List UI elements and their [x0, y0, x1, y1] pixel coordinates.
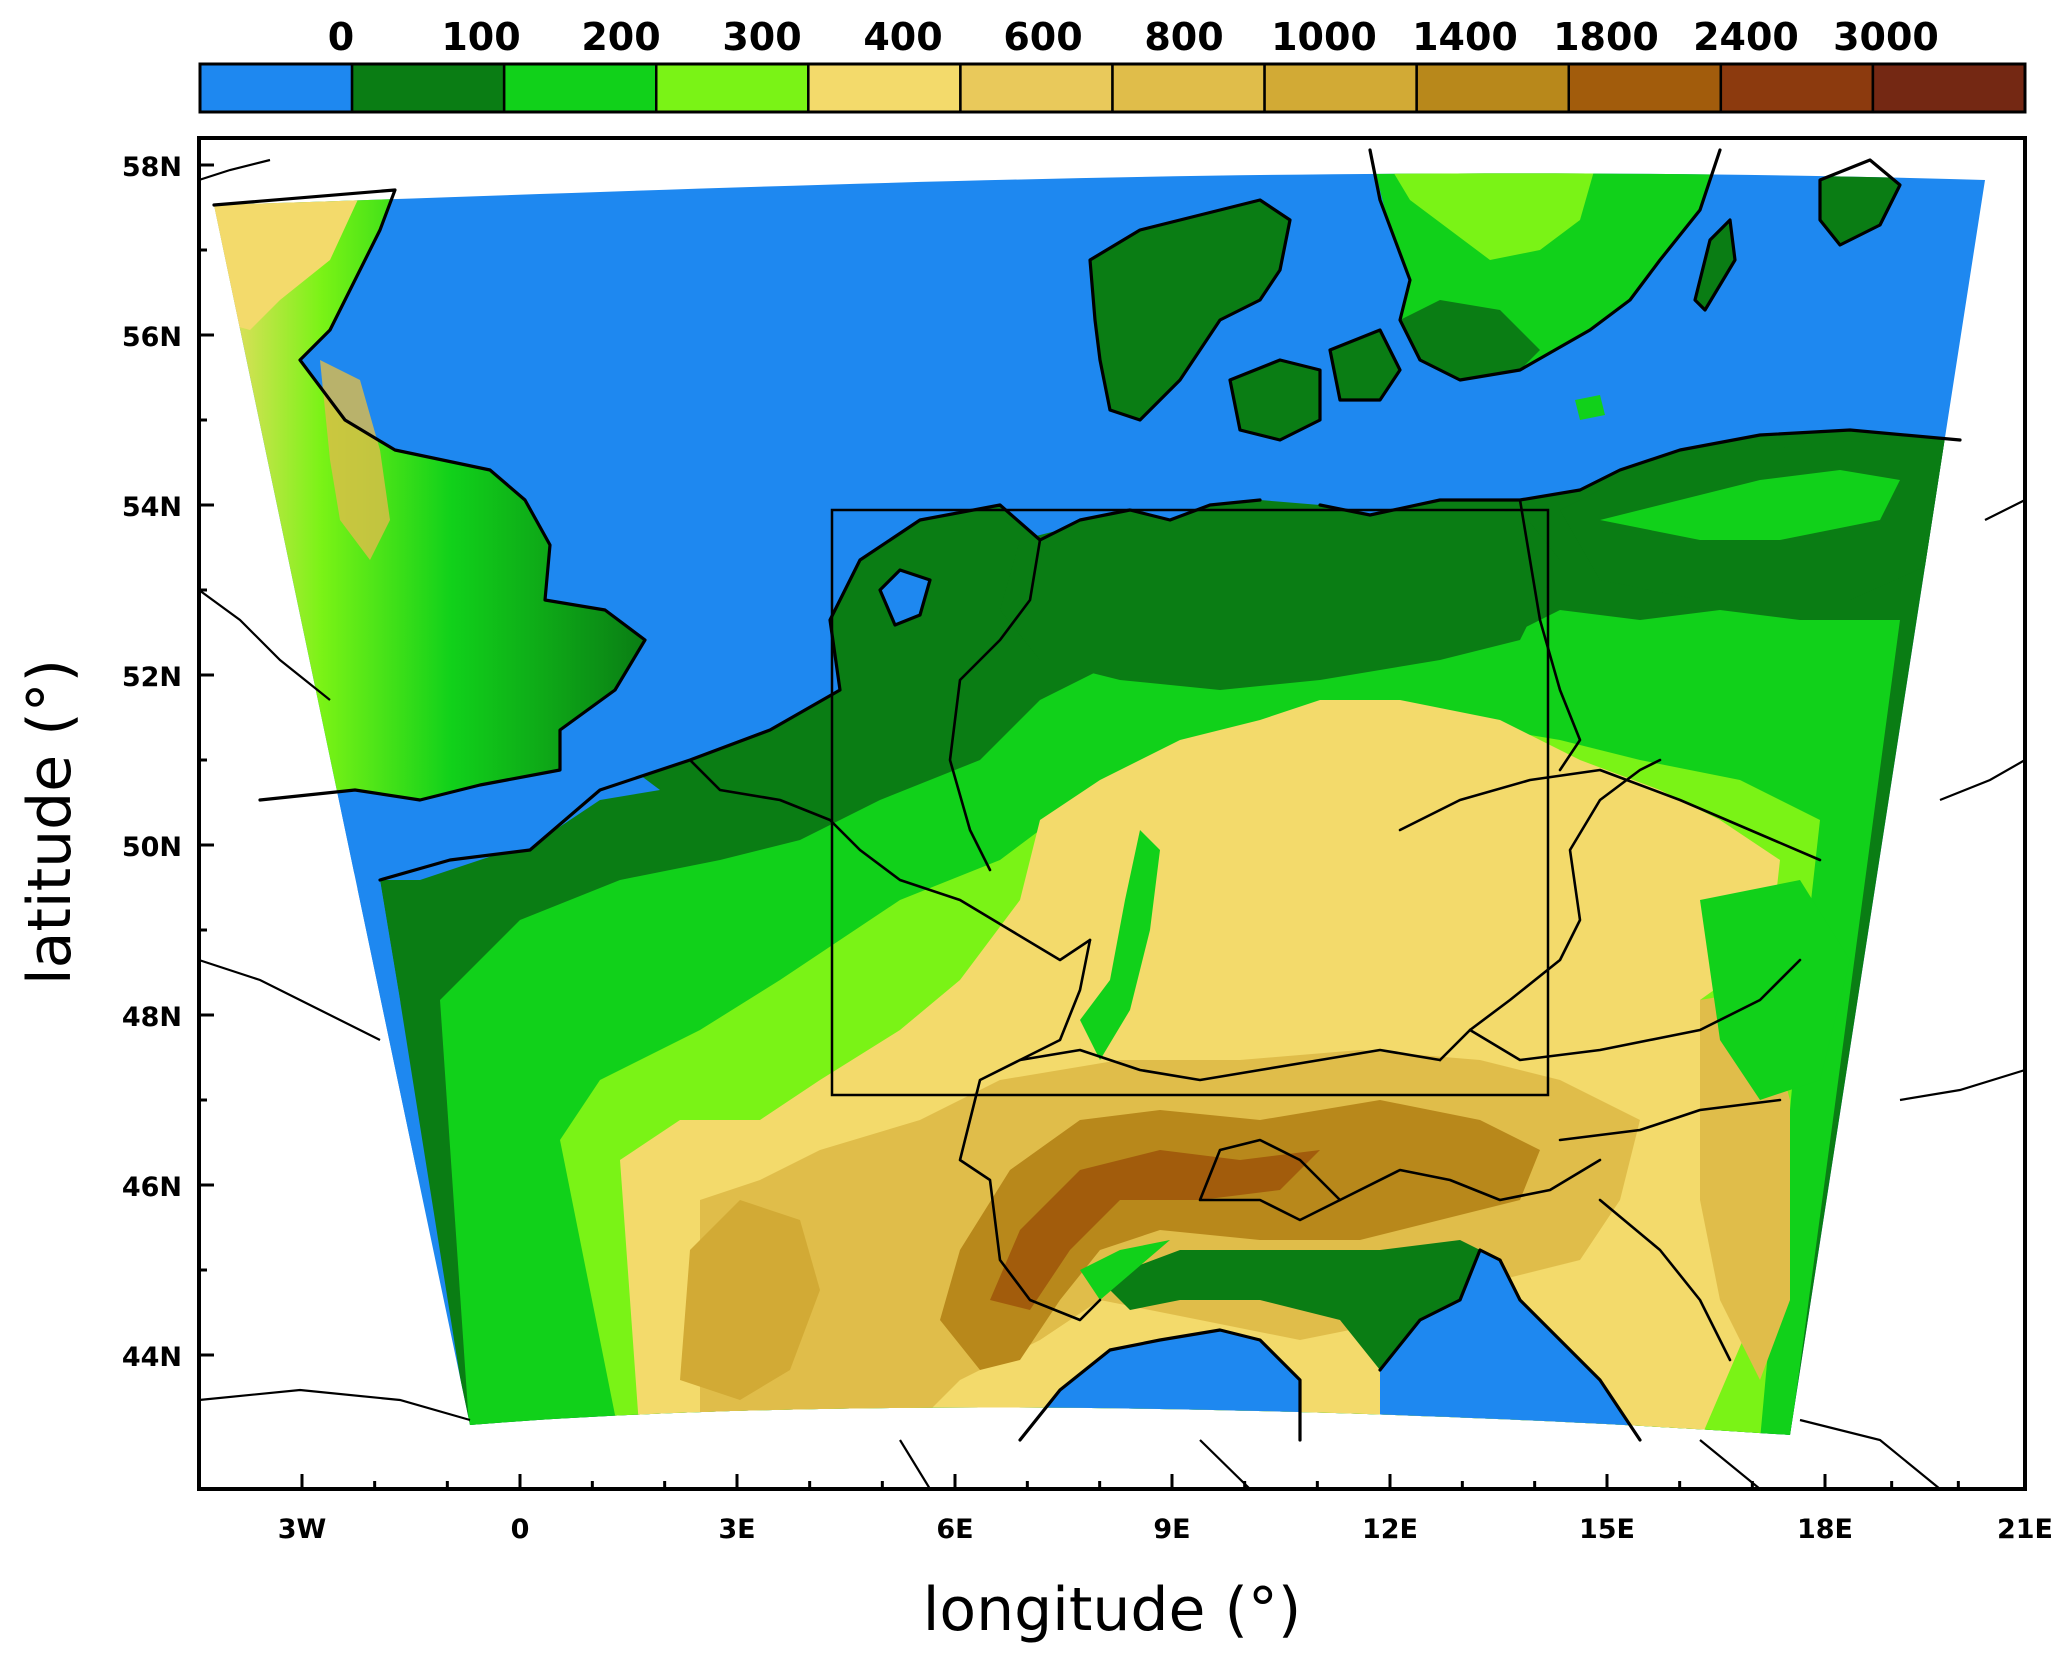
x-tick-label-6e: 6E: [936, 1514, 973, 1545]
colorbar-box: [1567, 62, 1723, 114]
oland: [1695, 220, 1735, 310]
rhine-valley: [1080, 830, 1160, 1060]
denmark-land: [1090, 200, 1290, 420]
y-axis-title: latitude (°): [15, 659, 85, 985]
po-valley: [1100, 1240, 1500, 1370]
colorbar-box: [1719, 62, 1875, 114]
colorbar-label-600: 600: [1003, 15, 1082, 59]
colorbar-box: [807, 62, 962, 114]
colorbar-label-300: 300: [722, 15, 801, 59]
x-tick-label-9e: 9E: [1153, 1514, 1190, 1545]
outside-borders: [199, 158, 2025, 1489]
colorbar-box: [1871, 62, 2027, 114]
y-tick-label-48n: 48N: [122, 1002, 182, 1033]
great-britain-land: [214, 190, 645, 800]
y-tick-label-54n: 54N: [122, 492, 182, 523]
ijsselmeer: [880, 570, 930, 625]
map-area: [199, 138, 2025, 1489]
colorbar-label-3000: 3000: [1833, 15, 1939, 59]
y-tick-label-50n: 50N: [122, 832, 182, 863]
y-tick-label-44n: 44N: [122, 1342, 182, 1373]
map-frame: [197, 136, 2027, 1491]
model-domain: [214, 173, 1985, 1436]
adriatic-sea: [1380, 1250, 1640, 1436]
colorbar-label-100: 100: [441, 15, 520, 59]
colorbar-label-1800: 1800: [1553, 15, 1659, 59]
x-tick-label-12e: 12E: [1362, 1514, 1418, 1545]
y-tick-label-52n: 52N: [122, 662, 182, 693]
colorbar-boxes: [198, 62, 2027, 114]
colorbar-frame: [198, 62, 2027, 114]
alps-high: [990, 1150, 1320, 1310]
colorbar-box: [198, 62, 354, 114]
hungarian-plain: [1700, 880, 1850, 1100]
colorbar-label-1400: 1400: [1412, 15, 1518, 59]
colorbar-label-1000: 1000: [1271, 15, 1377, 59]
colorbar-box: [1263, 62, 1418, 114]
colorbar-box: [502, 62, 658, 114]
colorbar-box: [350, 62, 506, 114]
x-tick-label-21e: 21E: [1997, 1514, 2053, 1545]
colorbar-box: [1111, 62, 1266, 114]
national-borders: [688, 498, 1822, 1362]
x-tick-labels: 3W 0 3E 6E 9E 12E 15E 18E 21E: [278, 1514, 2053, 1545]
danish-islands: [1230, 330, 1400, 440]
x-tick-label-3w: 3W: [278, 1514, 327, 1545]
colorbar-label-2400: 2400: [1693, 15, 1799, 59]
colorbar-box: [959, 62, 1114, 114]
axis-ticks: [199, 163, 2027, 1489]
colorbar-labels: 0 100 200 300 400 600 800 1000 1400 1800…: [328, 15, 1939, 59]
coastlines: [212, 148, 1962, 1442]
po-valley-fringe: [1080, 1240, 1170, 1300]
inner-domain-box: [830, 508, 1550, 1097]
colorbar-label-400: 400: [863, 15, 942, 59]
x-tick-label-15e: 15E: [1579, 1514, 1635, 1545]
colorbar-label-0: 0: [328, 15, 354, 59]
x-axis-title: longitude (°): [923, 1575, 1302, 1645]
colorbar: 0 100 200 300 400 600 800 1000 1400 1800…: [198, 15, 2027, 114]
sweden-upland: [1380, 173, 1600, 260]
scotland-highlands: [214, 195, 360, 330]
bornholm: [1575, 395, 1605, 420]
colorbar-box: [1415, 62, 1571, 114]
sweden-south: [1400, 300, 1540, 380]
colorbar-label-800: 800: [1144, 15, 1223, 59]
english-channel: [260, 760, 660, 880]
northern-germany-lowland: [1000, 510, 1560, 690]
y-tick-label-58n: 58N: [122, 152, 182, 183]
x-tick-label-3e: 3E: [718, 1514, 755, 1545]
x-tick-label-0: 0: [511, 1514, 530, 1545]
pomerania-uplands: [1600, 470, 1900, 540]
colorbar-label-200: 200: [581, 15, 660, 59]
y-tick-labels: 58N 56N 54N 52N 50N 48N 46N 44N: [122, 152, 182, 1373]
x-tick-label-18e: 18E: [1797, 1514, 1853, 1545]
massif-central: [680, 1200, 820, 1400]
y-tick-label-46n: 46N: [122, 1172, 182, 1203]
y-tick-label-56n: 56N: [122, 322, 182, 353]
colorbar-box: [655, 62, 810, 114]
